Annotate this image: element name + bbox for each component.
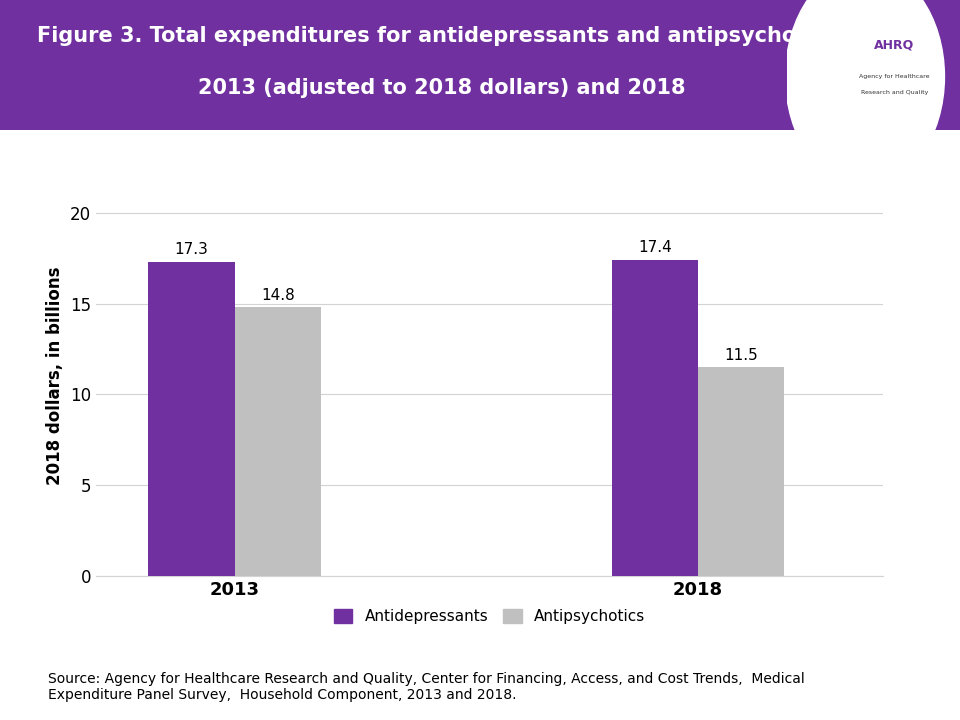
Y-axis label: 2018 dollars, in billions: 2018 dollars, in billions: [46, 267, 64, 485]
Bar: [698, 367, 784, 576]
Text: Research and Quality: Research and Quality: [861, 90, 928, 95]
Text: 17.4: 17.4: [637, 240, 672, 256]
Ellipse shape: [785, 0, 945, 187]
Text: 11.5: 11.5: [725, 348, 758, 363]
Text: Source: Agency for Healthcare Research and Quality, Center for Financing, Access: Source: Agency for Healthcare Research a…: [48, 672, 804, 702]
Bar: [149, 262, 235, 576]
Text: Agency for Healthcare: Agency for Healthcare: [859, 74, 929, 79]
Bar: [612, 260, 698, 576]
Legend: Antidepressants, Antipsychotics: Antidepressants, Antipsychotics: [327, 603, 652, 630]
Text: 2013 (adjusted to 2018 dollars) and 2018: 2013 (adjusted to 2018 dollars) and 2018: [198, 78, 685, 98]
Bar: [235, 307, 322, 576]
Text: 17.3: 17.3: [175, 242, 208, 257]
Text: AHRQ: AHRQ: [875, 38, 915, 51]
Text: 14.8: 14.8: [261, 287, 295, 302]
Text: Figure 3. Total expenditures for antidepressants and antipsychotics,: Figure 3. Total expenditures for antidep…: [37, 27, 846, 46]
